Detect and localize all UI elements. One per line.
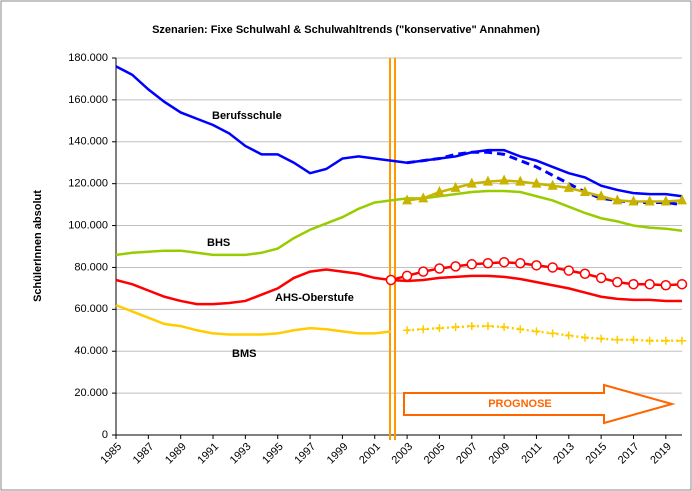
point-marker [385, 274, 397, 286]
point-marker [548, 329, 557, 338]
point-marker [500, 323, 509, 332]
point-marker [515, 175, 526, 186]
point-marker [434, 186, 445, 197]
series-line [115, 268, 682, 306]
point-marker [467, 322, 476, 331]
point-marker [579, 268, 591, 279]
point-marker [401, 270, 413, 282]
series-label: BHS [207, 237, 230, 249]
point-marker [644, 195, 655, 206]
chart-title: Szenarien: Fixe Schulwahl & Schulwahltre… [152, 24, 540, 36]
point-marker [532, 327, 541, 336]
point-marker [483, 322, 492, 331]
point-marker [403, 326, 412, 335]
forecast-label: PROGNOSE [488, 398, 552, 410]
point-marker [597, 334, 606, 343]
point-marker [466, 177, 477, 188]
point-marker [596, 190, 607, 201]
point-marker [563, 181, 574, 192]
series-label: AHS-Oberstufe [275, 292, 354, 304]
point-marker [645, 336, 654, 345]
point-marker [677, 194, 687, 205]
point-marker [402, 194, 413, 205]
point-marker [434, 263, 445, 274]
y-axis-label: SchülerInnen absolut [32, 190, 44, 302]
point-marker [579, 186, 590, 197]
point-marker [418, 192, 429, 203]
series-label: BMS [232, 348, 256, 360]
point-marker [660, 279, 672, 291]
point-marker [547, 262, 558, 273]
lines [115, 65, 688, 345]
point-marker [644, 278, 655, 290]
point-marker [418, 266, 429, 277]
point-marker [678, 336, 686, 345]
forecast-arrow [403, 383, 676, 425]
point-marker [531, 260, 542, 271]
point-marker [628, 278, 639, 290]
series-label: Berufsschule [212, 110, 282, 122]
y-tick-label: 0 [102, 429, 108, 441]
point-marker [450, 181, 461, 192]
point-marker [580, 333, 589, 342]
y-tick-label: 100.000 [68, 219, 108, 231]
point-marker [451, 323, 460, 332]
point-marker [531, 177, 542, 188]
point-marker [498, 256, 510, 268]
point-marker [547, 179, 558, 190]
point-marker [595, 272, 607, 284]
point-marker [563, 265, 575, 276]
y-tick-label: 40.000 [74, 345, 108, 357]
point-marker [435, 324, 444, 333]
y-tick-label: 140.000 [68, 136, 108, 148]
y-tick-label: 60.000 [74, 303, 108, 315]
series-line [115, 189, 683, 257]
series-line [115, 303, 392, 336]
point-marker [499, 174, 510, 185]
point-marker [676, 278, 688, 290]
point-marker [466, 259, 478, 270]
y-tick-label: 160.000 [68, 94, 108, 106]
point-marker [419, 325, 428, 334]
point-marker [564, 331, 573, 340]
y-tick-label: 20.000 [74, 387, 108, 399]
point-marker [628, 195, 639, 206]
point-marker [660, 195, 671, 206]
point-marker [613, 335, 622, 344]
point-marker [661, 336, 670, 345]
point-marker [450, 261, 461, 272]
y-tick-label: 80.000 [74, 261, 108, 273]
y-tick-label: 180.000 [68, 52, 108, 64]
point-marker [482, 258, 494, 269]
series-line [115, 65, 683, 198]
point-marker [612, 276, 623, 288]
point-marker [516, 325, 525, 334]
point-marker [482, 175, 493, 186]
point-marker [515, 258, 526, 269]
point-marker [629, 335, 638, 344]
y-tick-label: 120.000 [68, 178, 108, 190]
point-marker [612, 194, 623, 205]
